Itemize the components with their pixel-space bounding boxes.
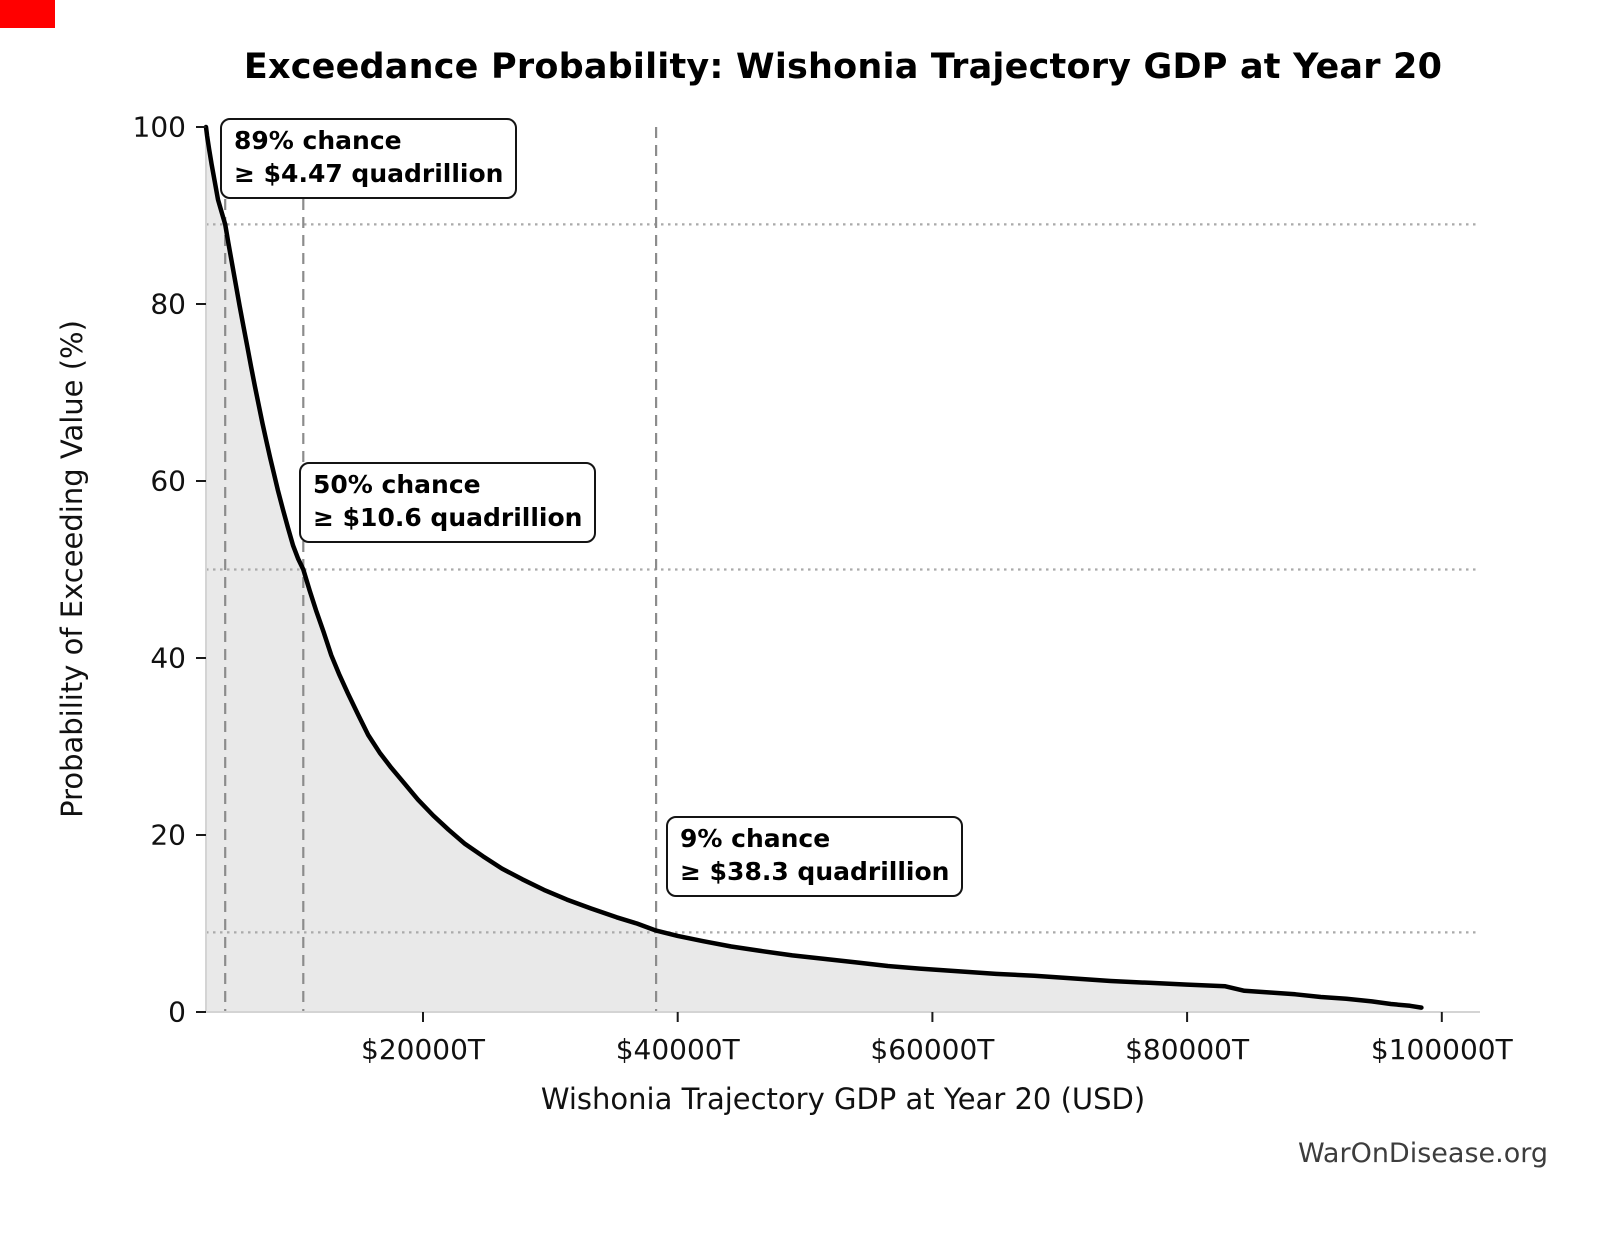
- y-tick-label: 20: [150, 819, 186, 852]
- annotation-line1: 50% chance: [313, 470, 481, 499]
- x-tick-label: $60000T: [870, 1033, 995, 1066]
- y-tick-label: 40: [150, 642, 186, 675]
- watermark-text: WarOnDisease.org: [1297, 1138, 1548, 1169]
- annotation-line2: ≥ $38.3 quadrillion: [680, 856, 950, 886]
- annotation-line1: 89% chance: [234, 126, 402, 155]
- x-tick-label: $80000T: [1125, 1033, 1250, 1066]
- annotation-line2: ≥ $4.47 quadrillion: [234, 158, 504, 188]
- x-axis-label: Wishonia Trajectory GDP at Year 20 (USD): [540, 1082, 1146, 1116]
- y-tick-label: 100: [133, 111, 186, 144]
- red-marker: [0, 0, 55, 28]
- x-tick-label: $40000T: [616, 1033, 741, 1066]
- annotation-line2: ≥ $10.6 quadrillion: [313, 502, 583, 532]
- x-tick-label: $20000T: [361, 1033, 486, 1066]
- area-fill: [206, 127, 1422, 1012]
- annotation-9-percent: 9% chance ≥ $38.3 quadrillion: [666, 816, 964, 897]
- y-axis-label: Probability of Exceeding Value (%): [55, 320, 89, 818]
- y-tick-label: 80: [150, 288, 186, 321]
- x-tick-label: $100000T: [1371, 1033, 1514, 1066]
- annotation-50-percent: 50% chance ≥ $10.6 quadrillion: [299, 462, 597, 543]
- annotation-89-percent: 89% chance ≥ $4.47 quadrillion: [220, 118, 518, 199]
- exceedance-curve: [203, 124, 1424, 1010]
- chart-title: Exceedance Probability: Wishonia Traject…: [243, 47, 1443, 87]
- annotation-line1: 9% chance: [680, 824, 831, 853]
- y-tick-label: 60: [150, 465, 186, 498]
- y-tick-label: 0: [168, 996, 186, 1029]
